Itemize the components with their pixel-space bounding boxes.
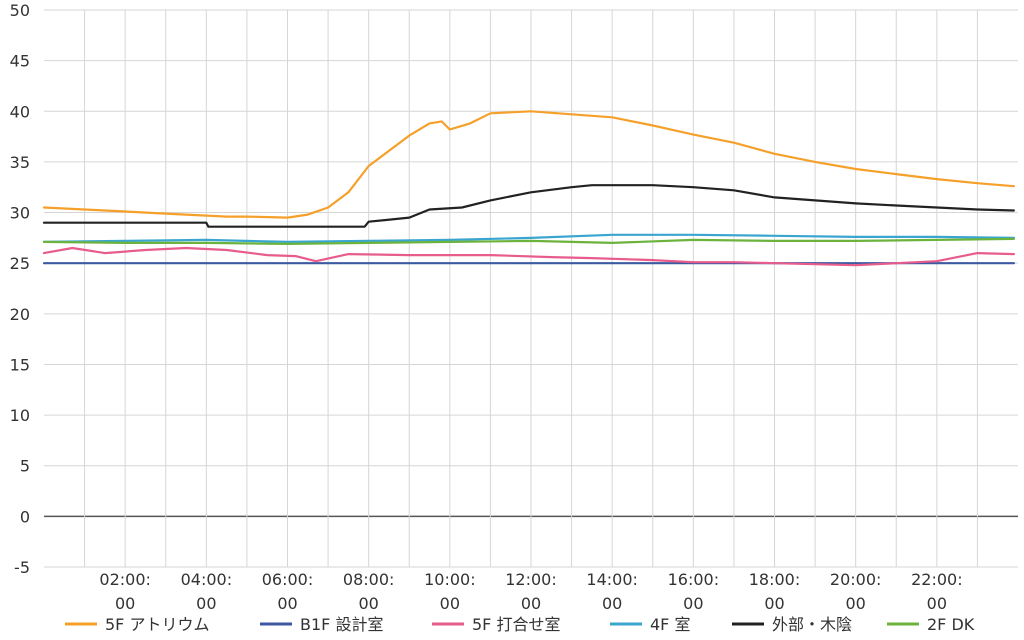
legend-item: B1F 設計室: [260, 615, 383, 634]
grid: [44, 9, 1018, 568]
series-line: [42, 110, 1016, 219]
x-tick-label: 00: [845, 594, 865, 613]
x-tick-label: 20:00:: [830, 570, 882, 589]
series-line: [42, 233, 1016, 243]
x-tick-label: 00: [602, 594, 622, 613]
y-tick-label: 15: [10, 355, 30, 374]
x-tick-label: 00: [764, 594, 784, 613]
x-tick-label: 18:00:: [749, 570, 801, 589]
x-tick-label: 00: [277, 594, 297, 613]
y-tick-label: 0: [20, 507, 30, 526]
y-tick-label: 50: [10, 1, 30, 20]
x-tick-label: 00: [927, 594, 947, 613]
legend-label: 4F 室: [650, 615, 690, 634]
x-tick-label: 16:00:: [668, 570, 720, 589]
x-tick-label: 04:00:: [181, 570, 233, 589]
y-tick-label: 35: [10, 153, 30, 172]
x-tick-label: 00: [521, 594, 541, 613]
legend-label: B1F 設計室: [300, 615, 383, 634]
legend-item: 外部・木陰: [732, 615, 852, 634]
legend-label: 2F DK: [927, 615, 975, 634]
x-tick-label: 00: [196, 594, 216, 613]
series-line: [42, 184, 1016, 228]
x-tick-label: 10:00:: [424, 570, 476, 589]
y-tick-label: 10: [10, 406, 30, 425]
x-tick-label: 22:00:: [911, 570, 963, 589]
legend-item: 2F DK: [887, 615, 975, 634]
series-lines: [42, 110, 1016, 267]
y-tick-label: 25: [10, 254, 30, 273]
series-line: [42, 246, 1016, 267]
y-tick-label: 20: [10, 305, 30, 324]
y-tick-label: 45: [10, 52, 30, 71]
y-tick-label: -5: [14, 558, 30, 577]
legend-label: 外部・木陰: [772, 615, 852, 634]
series-line: [42, 237, 1016, 245]
x-tick-label: 00: [115, 594, 135, 613]
x-axis: 02:00: 00 04:00: 00 06:00: 00 08:00: 00 10:00: 00…: [99, 570, 962, 613]
y-tick-label: 30: [10, 204, 30, 223]
x-tick-label: 06:00:: [262, 570, 314, 589]
y-tick-label: 5: [20, 457, 30, 476]
x-tick-label: 14:00:: [586, 570, 638, 589]
x-tick-label: 00: [683, 594, 703, 613]
x-tick-label: 08:00:: [343, 570, 395, 589]
legend-label: 5F 打合せ室: [472, 615, 560, 634]
x-tick-label: 00: [358, 594, 378, 613]
legend-item: 5F アトリウム: [65, 615, 209, 634]
x-tick-label: 00: [440, 594, 460, 613]
legend-label: 5F アトリウム: [105, 615, 209, 634]
x-tick-label: 02:00:: [99, 570, 151, 589]
y-tick-label: 40: [10, 102, 30, 121]
legend-item: 4F 室: [610, 615, 690, 634]
legend-item: 5F 打合せ室: [432, 615, 560, 634]
legend: 5F アトリウム B1F 設計室 5F 打合せ室 4F 室 外部・木陰 2F DK: [65, 615, 975, 634]
x-tick-label: 12:00:: [505, 570, 557, 589]
